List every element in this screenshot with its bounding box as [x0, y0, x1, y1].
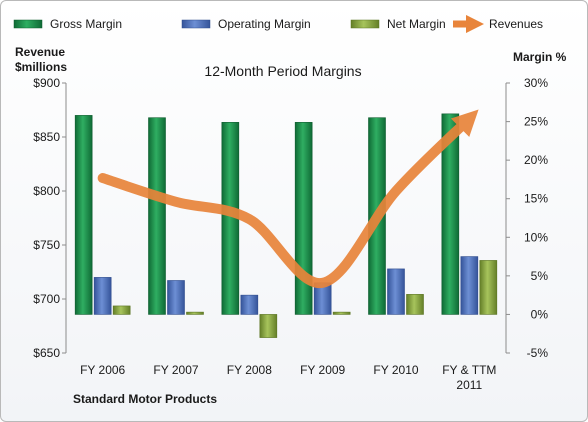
left-axis-title: $millions	[15, 60, 67, 74]
left-tick-label: $650	[33, 346, 60, 360]
net-margin-bar	[186, 311, 204, 315]
category-label: FY 2006	[80, 363, 125, 377]
company-name: Standard Motor Products	[73, 392, 217, 406]
legend-label: Net Margin	[387, 17, 446, 31]
legend-swatch	[181, 19, 211, 29]
category-label: 2011	[456, 378, 482, 392]
category-label: FY 2007	[153, 363, 198, 377]
legend-swatch	[13, 19, 43, 29]
right-tick-label: 0%	[531, 307, 549, 321]
right-axis-title: Margin %	[513, 50, 567, 64]
left-tick-label: $700	[33, 292, 60, 306]
category-label: FY 2010	[373, 363, 418, 377]
right-tick-label: 10%	[524, 230, 548, 244]
legend-label: Operating Margin	[218, 17, 311, 31]
right-tick-label: 30%	[524, 76, 548, 90]
gross-margin-bar	[148, 117, 166, 315]
category-label: FY & TTM	[442, 363, 496, 377]
gross-margin-bar	[74, 115, 93, 315]
left-tick-label: $900	[33, 76, 60, 90]
category-label: FY 2008	[227, 363, 272, 377]
net-margin-bar	[406, 294, 424, 315]
legend-swatch	[350, 19, 380, 29]
net-margin-bar	[112, 305, 131, 315]
right-tick-label: 25%	[524, 115, 548, 129]
chart-title: 12-Month Period Margins	[204, 63, 361, 79]
left-tick-label: $850	[33, 130, 60, 144]
net-margin-bar	[259, 314, 278, 338]
right-tick-label: 20%	[524, 153, 548, 167]
operating-margin-bar	[167, 280, 185, 315]
operating-margin-bar	[387, 268, 405, 315]
left-tick-label: $800	[33, 184, 60, 198]
legend-label: Gross Margin	[50, 17, 122, 31]
operating-margin-bar	[93, 277, 112, 315]
legend-label: Revenues	[489, 17, 543, 31]
net-margin-bar	[479, 260, 498, 315]
operating-margin-bar	[460, 256, 479, 315]
left-tick-label: $750	[33, 238, 60, 252]
category-label: FY 2009	[300, 363, 345, 377]
net-margin-bar	[332, 311, 351, 315]
gross-margin-bar	[441, 113, 460, 315]
right-tick-label: 15%	[524, 192, 548, 206]
operating-margin-bar	[240, 294, 259, 315]
right-tick-label: 5%	[531, 269, 549, 283]
left-axis-title: Revenue	[15, 45, 65, 59]
right-tick-label: -5%	[527, 346, 549, 360]
